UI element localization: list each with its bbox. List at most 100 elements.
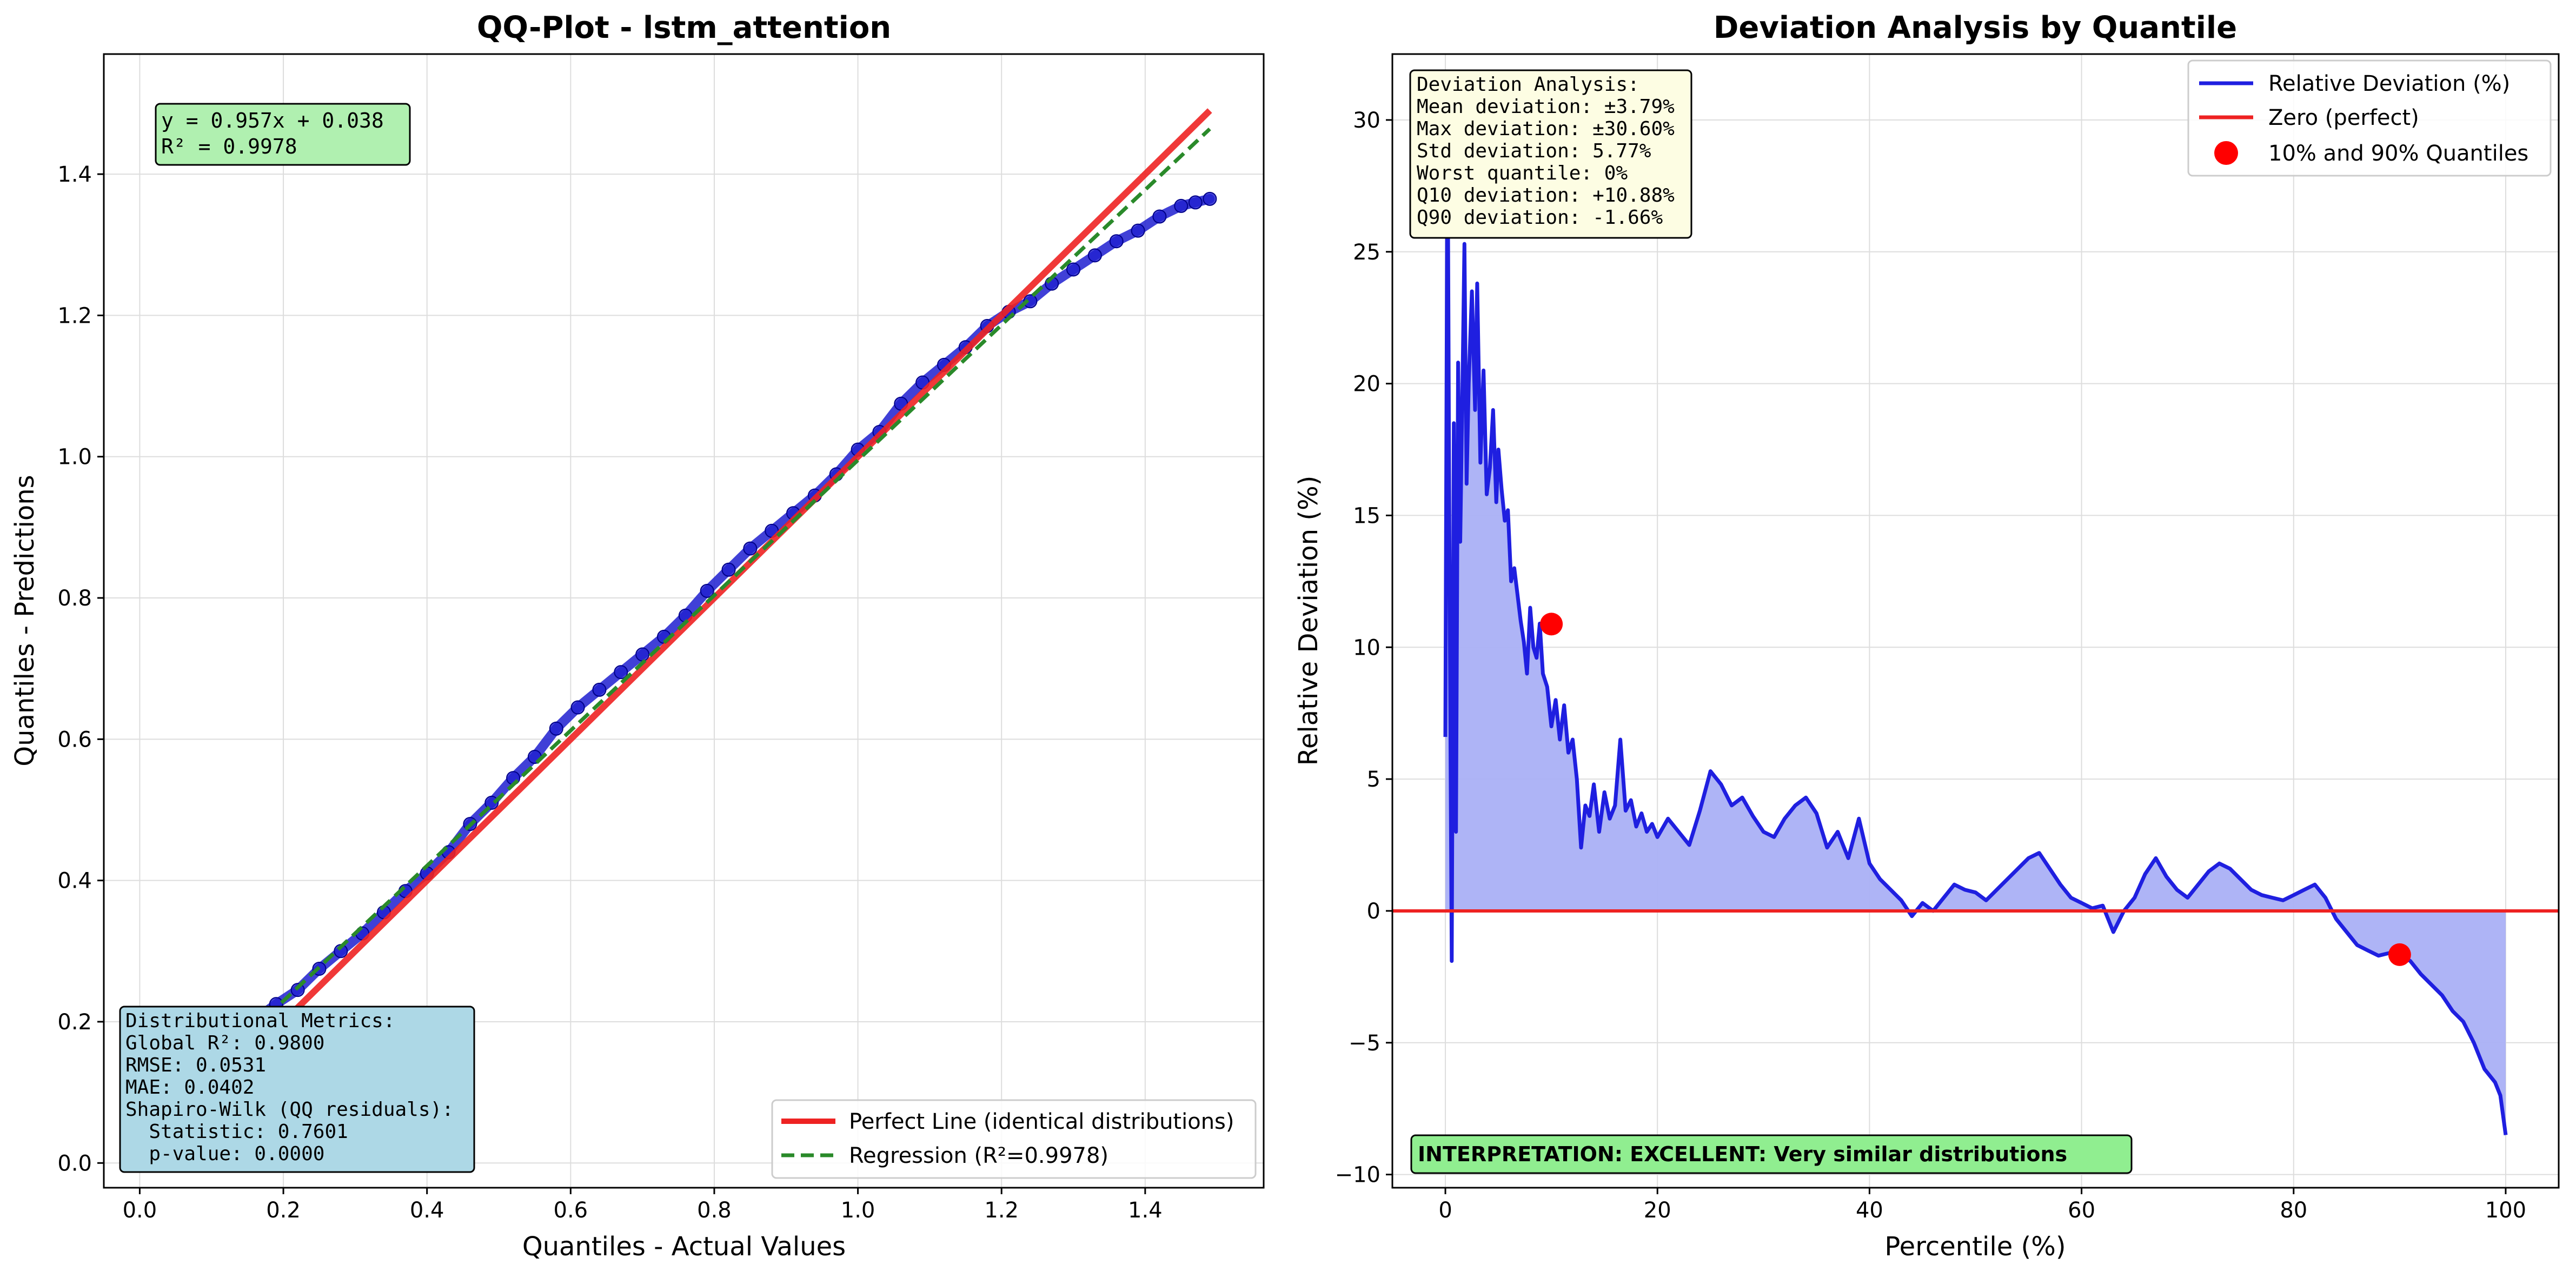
deviation-x-tick-label: 80 [2280, 1198, 2307, 1223]
analysis-line: Std deviation: 5.77% [1417, 140, 1651, 162]
legend-relative-deviation-label: Relative Deviation (%) [2268, 71, 2510, 96]
analysis-line: Deviation Analysis: [1417, 74, 1639, 96]
qq-point [1066, 262, 1081, 277]
metrics-line: Global R²: 0.9800 [125, 1032, 324, 1054]
analysis-line: Q10 deviation: +10.88% [1417, 184, 1675, 207]
qq-point [721, 562, 736, 577]
qq-point [1152, 209, 1167, 224]
qq-plot-y-tick-label: 1.0 [57, 445, 92, 470]
qq-plot-y-tick-label: 0.2 [57, 1010, 92, 1035]
qq-plot-x-tick-label: 0.8 [697, 1198, 732, 1223]
qq-plot-plot-area [137, 108, 1217, 1166]
interpretation-text: INTERPRETATION: EXCELLENT: Very similar … [1418, 1142, 2067, 1166]
qq-point [549, 721, 563, 736]
metrics-line: Statistic: 0.7601 [125, 1121, 348, 1143]
qq-plot-axes-frame [103, 53, 1265, 1189]
quantile-marker [2388, 943, 2411, 966]
qq-point [1023, 294, 1038, 309]
qq-plot-y-tick-label: 0.8 [57, 586, 92, 611]
qq-plot-y-tick-label: 1.2 [57, 303, 92, 328]
deviation-x-tick-label: 20 [1644, 1198, 1671, 1223]
analysis-line: Mean deviation: ±3.79% [1417, 96, 1675, 118]
qq-point [700, 583, 714, 598]
qq-point [1203, 191, 1217, 206]
metrics-line: RMSE: 0.0531 [125, 1054, 266, 1076]
legend-zero-line-label: Zero (perfect) [2268, 105, 2419, 130]
deviation-x-tick-label: 40 [1856, 1198, 1883, 1223]
deviation-y-tick-label: 25 [1353, 240, 1380, 265]
qq-point [635, 647, 650, 662]
qq-point [570, 700, 585, 715]
qq-plot-y-tick-label: 0.0 [57, 1151, 92, 1176]
qq-plot-y-tick-label: 0.4 [57, 869, 92, 894]
qq-point [1174, 198, 1189, 213]
legend-perfect-line-label: Perfect Line (identical distributions) [849, 1109, 1234, 1134]
deviation-line [1443, 102, 2508, 1135]
deviation-y-tick-label: 15 [1353, 503, 1380, 528]
metrics-line: p-value: 0.0000 [125, 1143, 324, 1165]
r-squared-text: R² = 0.9978 [161, 135, 297, 158]
qq-plot-y-tick-label: 1.4 [57, 162, 92, 187]
deviation-plot-area [1392, 102, 2559, 1135]
qq-plot-chart: QQ-Plot - lstm_attention 0.0 0.2 0.4 0.6 0.8… [10, 10, 1265, 1262]
qq-plot-x-axis-label: Quantiles - Actual Values [522, 1232, 846, 1262]
deviation-y-tick-label: 30 [1353, 108, 1380, 133]
deviation-analysis-title: Deviation Analysis by Quantile [1714, 10, 2237, 45]
deviation-x-tick-label: 0 [1438, 1198, 1452, 1223]
analysis-line: Max deviation: ±30.60% [1417, 118, 1675, 140]
deviation-x-axis-label: Percentile (%) [1884, 1232, 2066, 1262]
qq-plot-x-tick-label: 1.4 [1128, 1198, 1163, 1223]
deviation-analysis-box: Deviation Analysis:Mean deviation: ±3.79… [1409, 69, 1692, 239]
metrics-line: Distributional Metrics: [125, 1010, 395, 1032]
qq-plot-y-axis-label: Quantiles - Predictions [10, 475, 40, 766]
qq-plot-grid [104, 54, 1264, 1188]
deviation-x-tick-label: 100 [2485, 1198, 2526, 1223]
metrics-line: Shapiro-Wilk (QQ residuals): [125, 1099, 454, 1121]
deviation-axes-frame [1391, 53, 2560, 1189]
legend-quantile-marker-swatch [2214, 141, 2238, 165]
deviation-y-tick-label: 5 [1367, 767, 1380, 792]
qq-point [592, 682, 607, 697]
deviation-y-tick-label: −10 [1335, 1163, 1380, 1188]
analysis-line: Q90 deviation: -1.66% [1417, 207, 1663, 229]
distributional-metrics-box: Distributional Metrics:Global R²: 0.9800… [119, 1006, 475, 1173]
deviation-area-fill [1445, 104, 2506, 1135]
qq-point [1087, 248, 1102, 263]
qq-plot-y-tick-label: 0.6 [57, 727, 92, 752]
qq-plot-x-tick-label: 1.0 [841, 1198, 875, 1223]
deviation-y-tick-label: 0 [1367, 899, 1380, 924]
analysis-line: Worst quantile: 0% [1417, 162, 1628, 184]
qq-point [743, 541, 758, 556]
regression-equation-text: y = 0.957x + 0.038 [161, 109, 384, 132]
qq-point [614, 665, 628, 680]
interpretation-box: INTERPRETATION: EXCELLENT: Very similar … [1410, 1134, 2133, 1174]
deviation-x-tick-label: 60 [2068, 1198, 2095, 1223]
deviation-y-tick-label: −5 [1349, 1031, 1380, 1056]
deviation-analysis-lines: Deviation Analysis:Mean deviation: ±3.79… [1417, 74, 1675, 229]
qq-plot-title: QQ-Plot - lstm_attention [477, 10, 891, 45]
qq-plot-x-tick-label: 0.4 [410, 1198, 444, 1223]
deviation-y-tick-label: 10 [1353, 635, 1380, 660]
legend-quantile-marker-label: 10% and 90% Quantiles [2268, 141, 2528, 166]
metrics-line: MAE: 0.0402 [125, 1076, 254, 1099]
qq-point [1109, 234, 1124, 249]
qq-plot-x-tick-label: 0.6 [554, 1198, 588, 1223]
deviation-ticks: 0 20 40 60 80 100 −10 −5 0 5 10 15 20 25 30 [1335, 108, 2527, 1223]
deviation-y-axis-label: Relative Deviation (%) [1293, 476, 1324, 766]
regression-line [138, 127, 1211, 1138]
distributional-metrics-lines: Distributional Metrics:Global R²: 0.9800… [125, 1010, 454, 1165]
quantile-marker [1540, 613, 1563, 636]
deviation-y-tick-label: 20 [1353, 372, 1380, 397]
regression-equation-box: y = 0.957x + 0.038 R² = 0.9978 [155, 103, 411, 166]
qq-point [1131, 223, 1145, 238]
qq-plot-ticks: 0.0 0.2 0.4 0.6 0.8 1.0 1.2 1.4 0.0 0.2 0.4 0.6 0.8 1… [57, 162, 1162, 1223]
deviation-analysis-chart: Deviation Analysis by Quantile 0 20 40 60 80… [1293, 10, 2560, 1262]
perfect-line [137, 108, 1212, 1166]
qq-plot-x-tick-label: 0.0 [123, 1198, 157, 1223]
qq-plot-legend: Perfect Line (identical distributions) R… [771, 1099, 1257, 1179]
qq-plot-x-tick-label: 0.2 [266, 1198, 301, 1223]
qq-point [1188, 195, 1203, 210]
legend-regression-label: Regression (R²=0.9978) [849, 1143, 1108, 1168]
deviation-legend: Relative Deviation (%) Zero (perfect) 10… [2187, 59, 2552, 177]
